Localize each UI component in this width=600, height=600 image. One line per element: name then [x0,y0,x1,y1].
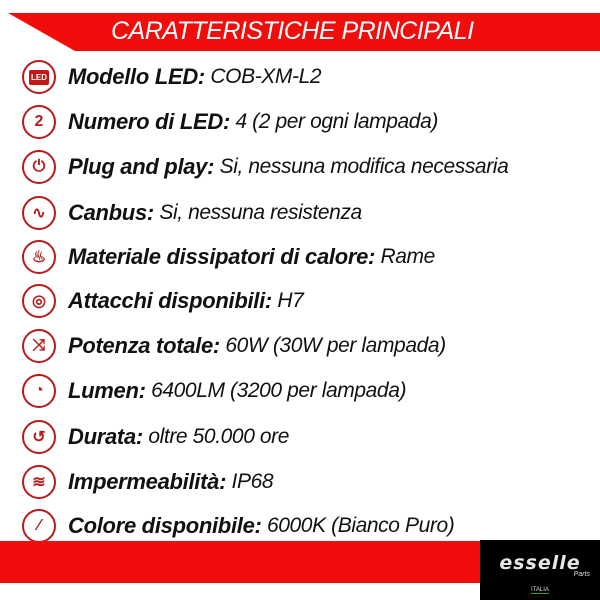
logo-brand: esselle [499,552,581,574]
feature-row: ♨ Materiale dissipatori di calore: Rame [22,239,435,275]
logo-country: ITALIA [531,587,549,594]
feature-value: IP68 [226,470,274,493]
feature-label: Potenza totale: [68,333,220,358]
feature-label: Attacchi disponibili: [68,288,272,313]
feature-value: Si, nessuna resistenza [153,201,362,224]
feature-label: Lumen: [68,378,146,403]
feature-label: Durata: [68,424,143,449]
footer-band [0,541,482,583]
brand-logo: esselle Parts ITALIA [480,540,600,600]
wave-signal-icon: ∿ [22,196,56,230]
feature-label: Modello LED: [68,64,205,89]
feature-value: Rame [375,245,435,268]
brush-icon: ⁄ [22,509,56,543]
feature-row: ↺ Durata: oltre 50.000 ore [22,419,289,455]
gauge-icon: ◔ [22,374,56,408]
feature-row: ≋ Impermeabilità: IP68 [22,464,274,500]
feature-row: 2 Numero di LED: 4 (2 per ogni lampada) [22,104,438,140]
water-drop-icon: ≋ [22,465,56,499]
led-icon: LED [22,60,56,94]
feature-value: Si, nessuna modifica necessaria [214,155,509,178]
feature-row: ⁄ Colore disponibile: 6000K (Bianco Puro) [22,508,455,544]
feature-value: 6000K (Bianco Puro) [261,514,455,537]
feature-row: LED Modello LED: COB-XM-L2 [22,59,322,95]
feature-row: ◔ Lumen: 6400LM (3200 per lampada) [22,373,406,409]
shuffle-icon: ⤨ [22,329,56,363]
feature-row: ⏻ Plug and play: Si, nessuna modifica nec… [22,149,509,185]
feature-value: 6400LM (3200 per lampada) [145,379,407,402]
number-two-icon: 2 [22,105,56,139]
feature-value: oltre 50.000 ore [142,425,290,448]
feature-label: Materiale dissipatori di calore: [68,244,376,269]
feature-label: Numero di LED: [68,109,231,134]
feature-row: ∿ Canbus: Si, nessuna resistenza [22,195,362,231]
feature-label: Impermeabilità: [68,469,227,494]
feature-value: 60W (30W per lampada) [219,334,446,357]
feature-value: H7 [271,289,304,312]
logo-sub: Parts [573,571,590,578]
feature-row: ⤨ Potenza totale: 60W (30W per lampada) [22,328,446,364]
feature-row: ◎ Attacchi disponibili: H7 [22,283,304,319]
header-banner: CARATTERISTICHE PRINCIPALI [8,13,600,51]
plug-icon: ⏻ [22,150,56,184]
heat-sink-icon: ♨ [22,240,56,274]
header-title: CARATTERISTICHE PRINCIPALI [111,17,474,45]
feature-value: 4 (2 per ogni lampada) [230,110,438,133]
clock-icon: ↺ [22,420,56,454]
feature-label: Plug and play: [68,154,215,179]
feature-label: Canbus: [68,200,154,225]
socket-icon: ◎ [22,284,56,318]
feature-label: Colore disponibile: [68,513,262,538]
feature-value: COB-XM-L2 [204,65,322,88]
